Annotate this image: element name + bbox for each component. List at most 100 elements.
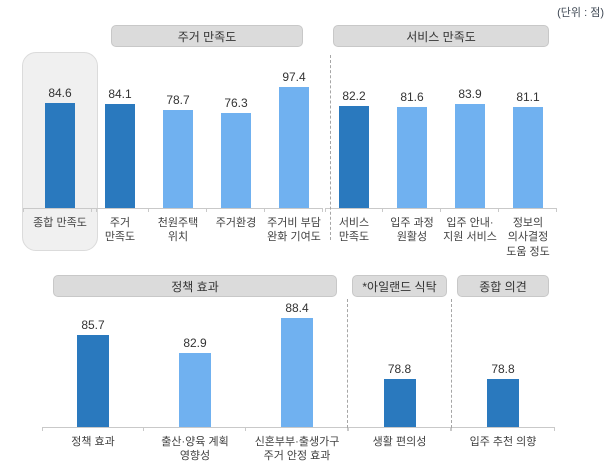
plot-area: 78.8 <box>348 300 451 427</box>
category-label-line: 만족도 <box>104 231 136 244</box>
category-label-line: 지원 서비스 <box>443 231 497 244</box>
plot-area: 82.9 <box>144 300 246 427</box>
plot-area: 81.1 <box>499 60 557 208</box>
axis-tick-segment <box>207 208 265 212</box>
bar-value-label: 84.1 <box>108 87 132 101</box>
category-label: 신혼부부·출생가구 주거 안정 효과 <box>246 431 348 464</box>
axis-tick-segment <box>499 208 557 212</box>
category-label: 주거환경 <box>207 212 265 230</box>
axis-tick-segment <box>441 208 499 212</box>
columns-container: 84.6 종합 만족도 <box>23 53 97 230</box>
category-label-line: 원활성 <box>396 231 428 244</box>
axis-tick-segment <box>348 427 451 431</box>
axis-tick-segment <box>246 427 348 431</box>
plot-area: 76.3 <box>207 60 265 208</box>
bar-light <box>279 87 309 208</box>
category-label-line: 만족도 <box>338 231 370 244</box>
section-divider-top <box>330 55 331 240</box>
bar-value-label: 76.3 <box>224 96 248 110</box>
chart-group-opinion: 종합 의견 78.8 입주 추천 의향 <box>451 275 555 449</box>
category-label-line: 입주 추천 의향 <box>469 436 537 448</box>
category-label: 입주 안내· 지원 서비스 <box>441 212 499 245</box>
category-label-line: 서비스 <box>338 217 370 229</box>
plot-area: 84.1 <box>91 60 149 208</box>
bar-value-label: 81.1 <box>516 90 540 104</box>
axis-tick-segment <box>42 427 144 431</box>
bar-dark <box>77 335 109 427</box>
group-header-label: 정책 효과 <box>53 275 337 297</box>
bar-light <box>179 353 211 427</box>
category-label-line: 위치 <box>167 231 189 244</box>
category-label: 주거비 부담 완화 기여도 <box>265 212 323 245</box>
chart-column: 76.3 주거환경 <box>207 60 265 245</box>
category-label-line: 종합 만족도 <box>33 217 87 229</box>
category-label-line: 완화 기여도 <box>267 231 321 244</box>
bar-light <box>163 110 193 208</box>
category-label-line: 출산·양육 계획 <box>161 436 229 448</box>
section-divider-bottom-left <box>347 299 348 428</box>
chart-column: 78.7 천원주택 위치 <box>149 60 207 245</box>
group-header-label: 서비스 만족도 <box>333 25 549 47</box>
category-label-line: 영향성 <box>179 450 211 463</box>
category-label-line: 정책 효과 <box>71 436 115 448</box>
chart-group-island: *아일랜드 식탁 78.8 생활 편의성 <box>348 275 451 449</box>
category-label-line: 의사결정 <box>507 231 549 244</box>
chart-column: 85.7 정책 효과 <box>42 300 144 464</box>
category-label-line: 정보의 <box>512 217 544 229</box>
columns-container: 78.8 입주 추천 의향 <box>451 300 555 449</box>
bar-value-label: 78.7 <box>166 93 190 107</box>
bar-dark <box>487 379 519 427</box>
category-label-line: 도움 정도 <box>506 245 550 258</box>
chart-column: 97.4 주거비 부담 완화 기여도 <box>265 60 323 245</box>
bar-value-label: 81.6 <box>400 90 424 104</box>
category-label-line: 입주 과정 <box>390 217 434 229</box>
axis-tick-segment <box>383 208 441 212</box>
axis-tick-segment <box>325 208 383 212</box>
axis-tick-segment <box>91 208 149 212</box>
columns-container: 82.2 서비스 만족도 81.6 입주 과정 원활성 83.9 입주 안내· 지원 서비스 81… <box>325 60 557 259</box>
chart-group-overall: 84.6 종합 만족도 <box>22 52 98 251</box>
bar-light <box>281 318 313 427</box>
category-label: 정책 효과 <box>42 431 144 449</box>
columns-container: 78.8 생활 편의성 <box>348 300 451 449</box>
category-label-line: 주거환경 <box>215 217 257 229</box>
bar-light <box>221 113 251 208</box>
category-label: 종합 만족도 <box>23 212 97 230</box>
bar-value-label: 88.4 <box>285 301 309 315</box>
plot-area: 78.7 <box>149 60 207 208</box>
category-label-line: 입주 안내· <box>446 217 494 229</box>
chart-column: 78.8 생활 편의성 <box>348 300 451 449</box>
bar-value-label: 82.2 <box>342 89 366 103</box>
plot-area: 81.6 <box>383 60 441 208</box>
plot-area: 84.6 <box>23 53 97 208</box>
bar-value-label: 78.8 <box>491 362 515 376</box>
category-label: 천원주택 위치 <box>149 212 207 245</box>
bar-dark <box>339 106 369 208</box>
group-header-label: *아일랜드 식탁 <box>352 275 447 297</box>
plot-area: 83.9 <box>441 60 499 208</box>
bar-value-label: 83.9 <box>458 87 482 101</box>
chart-column: 84.6 종합 만족도 <box>23 53 97 230</box>
group-header-label: 종합 의견 <box>457 275 549 297</box>
bar-dark <box>45 103 75 208</box>
chart-column: 83.9 입주 안내· 지원 서비스 <box>441 60 499 259</box>
axis-tick-segment <box>144 427 246 431</box>
category-label-line: 주거 <box>109 217 131 229</box>
bar-light <box>397 107 427 208</box>
plot-area: 85.7 <box>42 300 144 427</box>
plot-area: 97.4 <box>265 60 323 208</box>
